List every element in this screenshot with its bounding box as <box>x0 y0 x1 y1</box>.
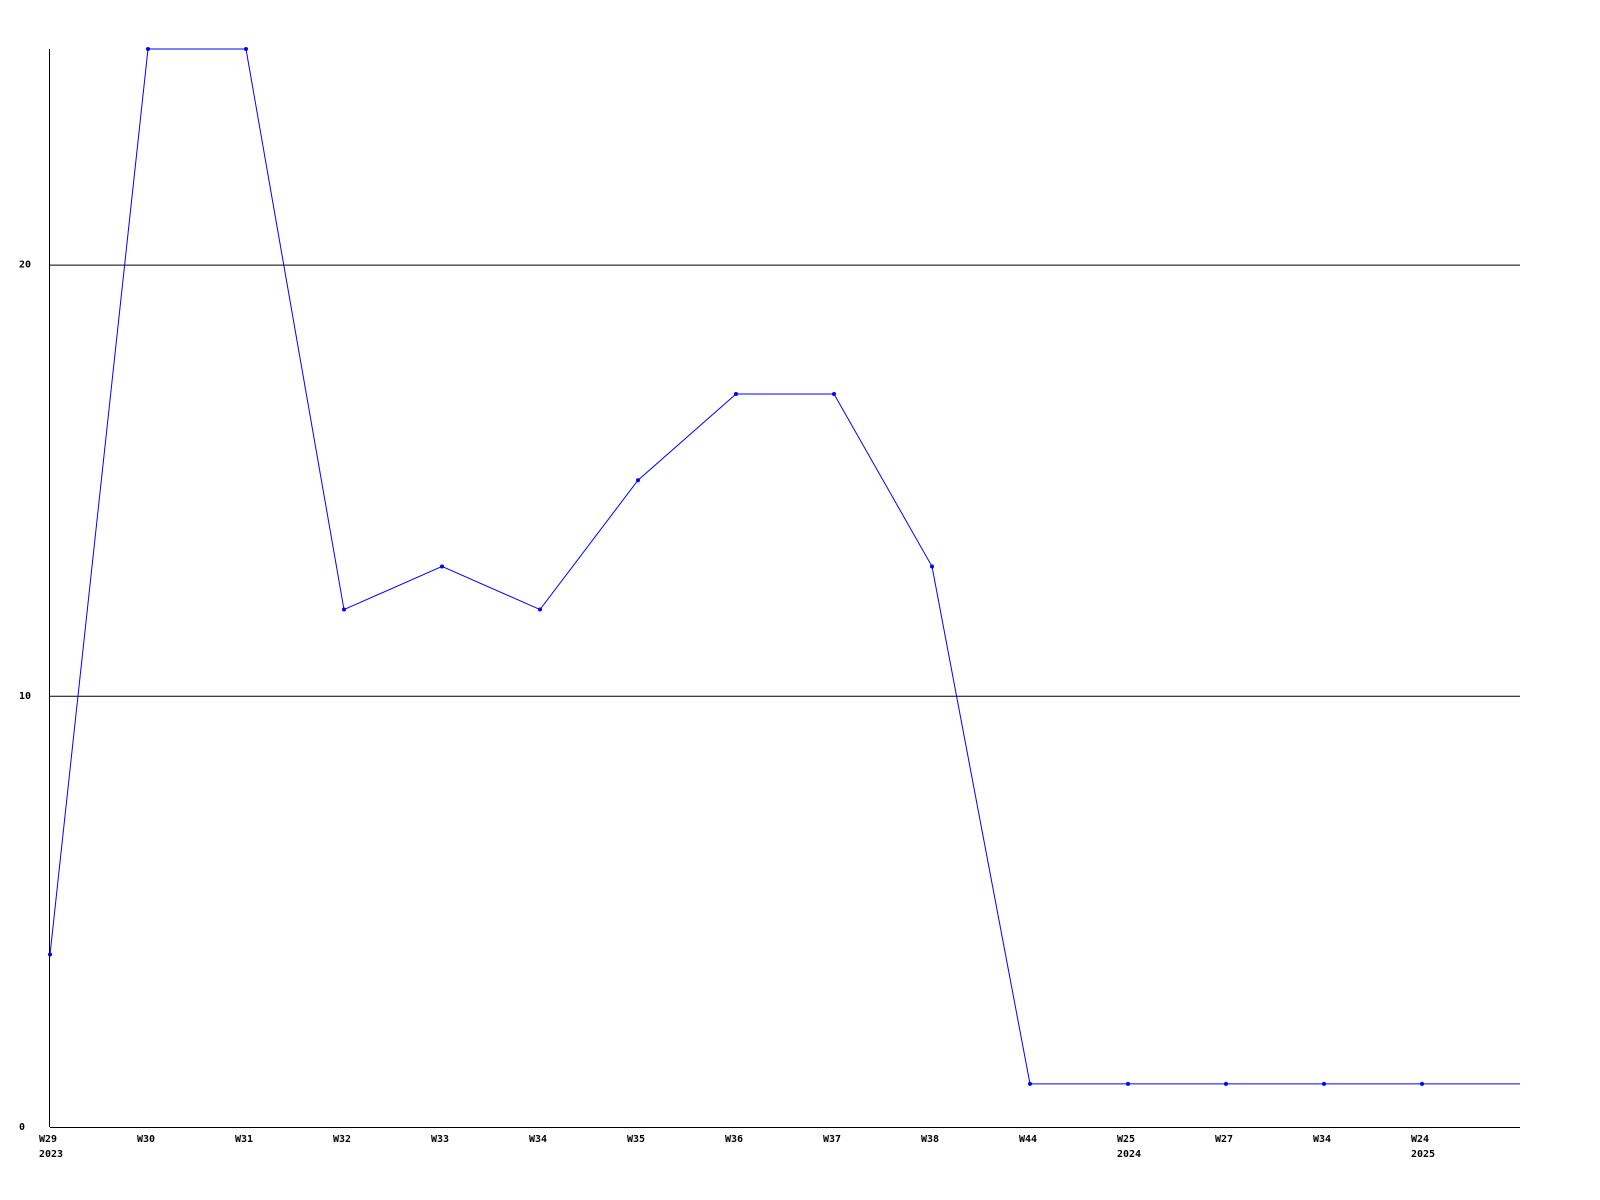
data-point <box>734 391 738 396</box>
data-point <box>538 607 542 612</box>
x-tick-label: W24 <box>1411 1134 1429 1145</box>
data-point <box>342 607 346 612</box>
data-point <box>440 564 444 569</box>
x-tick-label: W34 <box>529 1134 547 1145</box>
x-tick-label: W32 <box>333 1134 351 1145</box>
x-year-label: 2025 <box>1411 1149 1435 1160</box>
x-year-label: 2023 <box>39 1149 63 1160</box>
x-tick-label: W38 <box>921 1134 939 1145</box>
y-tick-label: 20 <box>19 260 31 271</box>
x-tick-label: W35 <box>627 1134 645 1145</box>
data-point <box>1322 1081 1326 1086</box>
data-point <box>930 564 934 569</box>
data-point <box>832 391 836 396</box>
series-line <box>49 48 1520 1085</box>
data-point <box>1420 1081 1424 1086</box>
x-tick-label: W33 <box>431 1134 449 1145</box>
y-tick-label: 0 <box>19 1122 25 1133</box>
x-year-label: 2024 <box>1117 1149 1141 1160</box>
data-point <box>244 47 248 51</box>
x-tick-label: W34 <box>1313 1134 1331 1145</box>
x-tick-label: W44 <box>1019 1134 1037 1145</box>
x-tick-label: W27 <box>1215 1134 1233 1145</box>
data-point <box>636 478 640 483</box>
y-tick-label: 10 <box>19 691 31 702</box>
data-point <box>146 47 150 51</box>
data-point <box>1126 1081 1130 1086</box>
x-tick-label: W36 <box>725 1134 743 1145</box>
data-point <box>48 952 52 957</box>
x-tick-label: W29 <box>39 1134 57 1145</box>
x-tick-label: W30 <box>137 1134 155 1145</box>
data-point <box>1224 1081 1228 1086</box>
x-tick-label: W37 <box>823 1134 841 1145</box>
x-tick-label: W25 <box>1117 1134 1135 1145</box>
x-tick-label: W31 <box>235 1134 253 1145</box>
data-point <box>1028 1081 1032 1086</box>
